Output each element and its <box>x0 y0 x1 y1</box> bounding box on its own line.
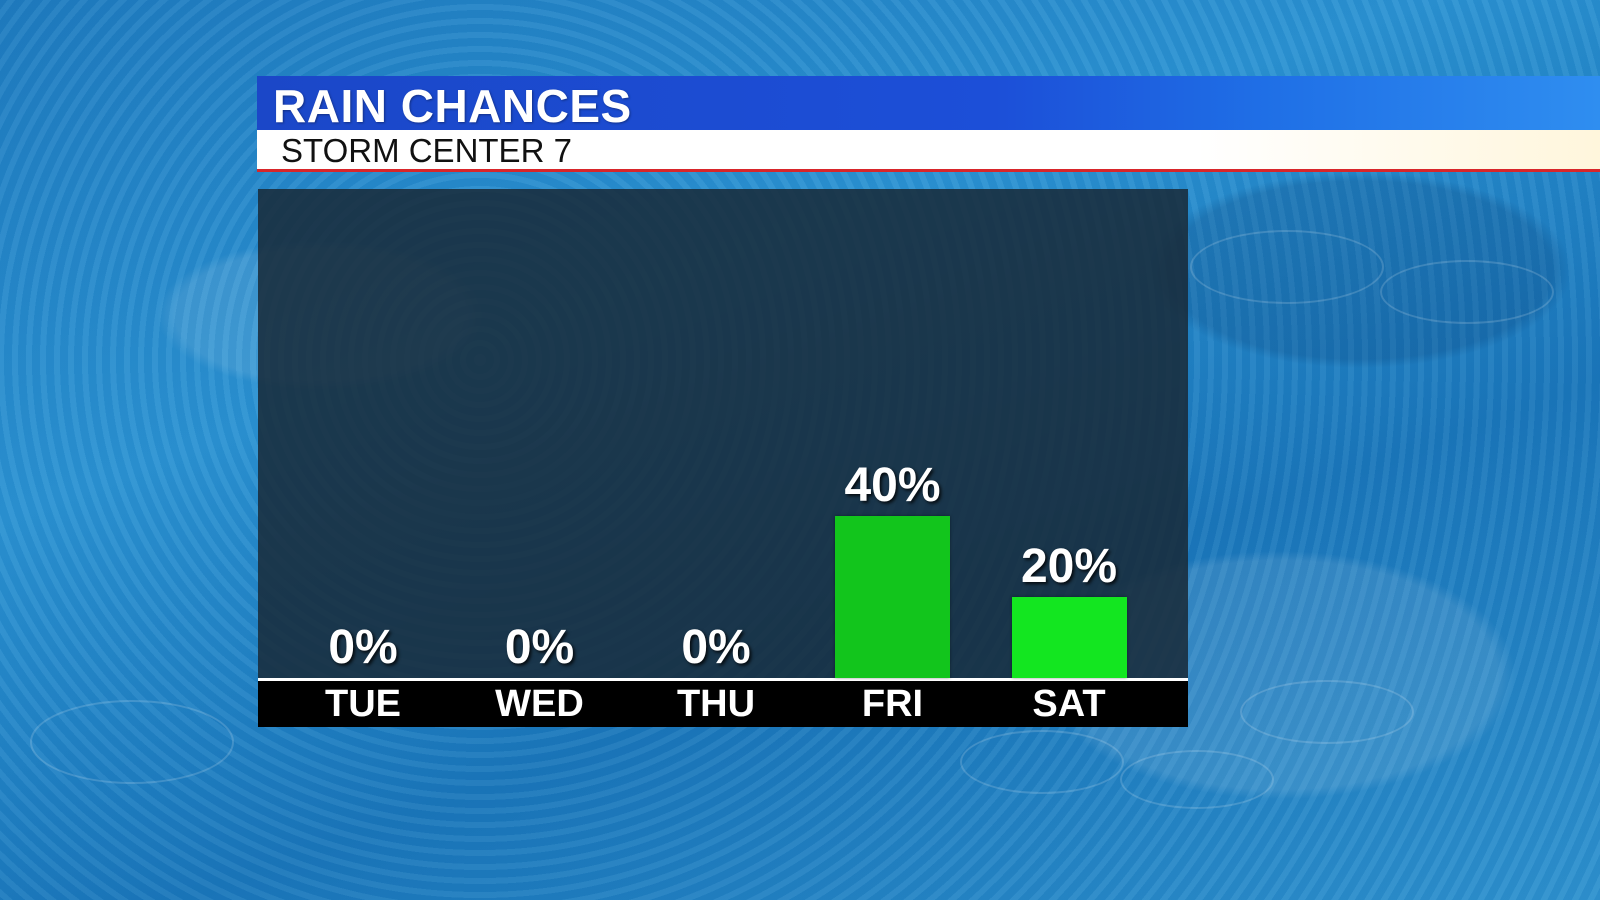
day-label-tue: TUE <box>325 683 401 725</box>
ripple-decoration <box>1240 680 1414 744</box>
title-banner: RAIN CHANCES <box>257 76 1600 132</box>
ripple-decoration <box>1190 230 1384 304</box>
chart-panel: 0% TUE 0% WED 0% THU 40% FRI 20% SAT <box>258 189 1188 727</box>
ripple-decoration <box>1120 750 1274 809</box>
chart-title: RAIN CHANCES <box>273 80 632 132</box>
value-label-wed: 0% <box>504 621 575 674</box>
chart-baseline <box>258 678 1188 681</box>
value-label-fri: 40% <box>844 459 941 512</box>
value-label-tue: 0% <box>328 621 398 674</box>
day-label-thu: THU <box>676 683 756 725</box>
ripple-decoration <box>30 700 234 784</box>
day-label-sat: SAT <box>1032 683 1106 725</box>
day-label-wed: WED <box>495 683 584 725</box>
bar-sat <box>1011 597 1127 678</box>
ripple-decoration <box>960 730 1124 794</box>
day-label-fri: FRI <box>861 683 924 725</box>
ripple-decoration <box>1380 260 1554 324</box>
value-label-sat: 20% <box>1020 540 1118 593</box>
day-label-bar <box>258 681 1188 727</box>
value-label-thu: 0% <box>681 621 751 674</box>
station-subtitle: STORM CENTER 7 <box>281 132 572 169</box>
subtitle-banner: STORM CENTER 7 <box>257 130 1600 172</box>
bar-fri <box>835 516 950 678</box>
